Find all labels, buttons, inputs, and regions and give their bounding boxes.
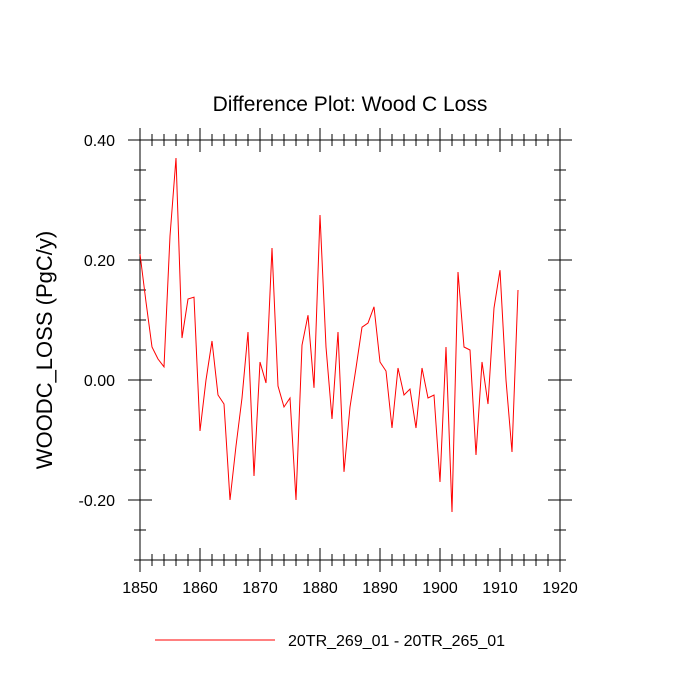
y-tick-label: -0.20	[79, 493, 116, 510]
y-tick-label: 0.20	[84, 253, 115, 270]
y-axis-label: WOODC_LOSS (PgC/y)	[32, 231, 57, 469]
chart-title: Difference Plot: Wood C Loss	[213, 93, 488, 116]
axis-ticks	[128, 128, 572, 572]
series-group	[139, 157, 519, 513]
y-tick-label: 0.00	[84, 373, 115, 390]
x-tick-label: 1910	[482, 580, 518, 597]
y-tick-label: 0.40	[84, 133, 115, 150]
x-tick-label: 1850	[122, 580, 158, 597]
series-line	[139, 157, 519, 513]
x-tick-label: 1860	[182, 580, 218, 597]
plot-frame	[139, 139, 561, 561]
axis-tick-labels: 1850 1860 1870 1880 1890 1900 1910 1920 -0.20 0.0…	[79, 133, 578, 597]
legend: 20TR_269_01 - 20TR_265_01	[155, 633, 505, 650]
x-tick-label: 1920	[542, 580, 578, 597]
legend-label: 20TR_269_01 - 20TR_265_01	[288, 633, 505, 650]
x-tick-label: 1880	[302, 580, 338, 597]
x-tick-label: 1890	[362, 580, 398, 597]
x-tick-label: 1900	[422, 580, 458, 597]
x-tick-label: 1870	[242, 580, 278, 597]
